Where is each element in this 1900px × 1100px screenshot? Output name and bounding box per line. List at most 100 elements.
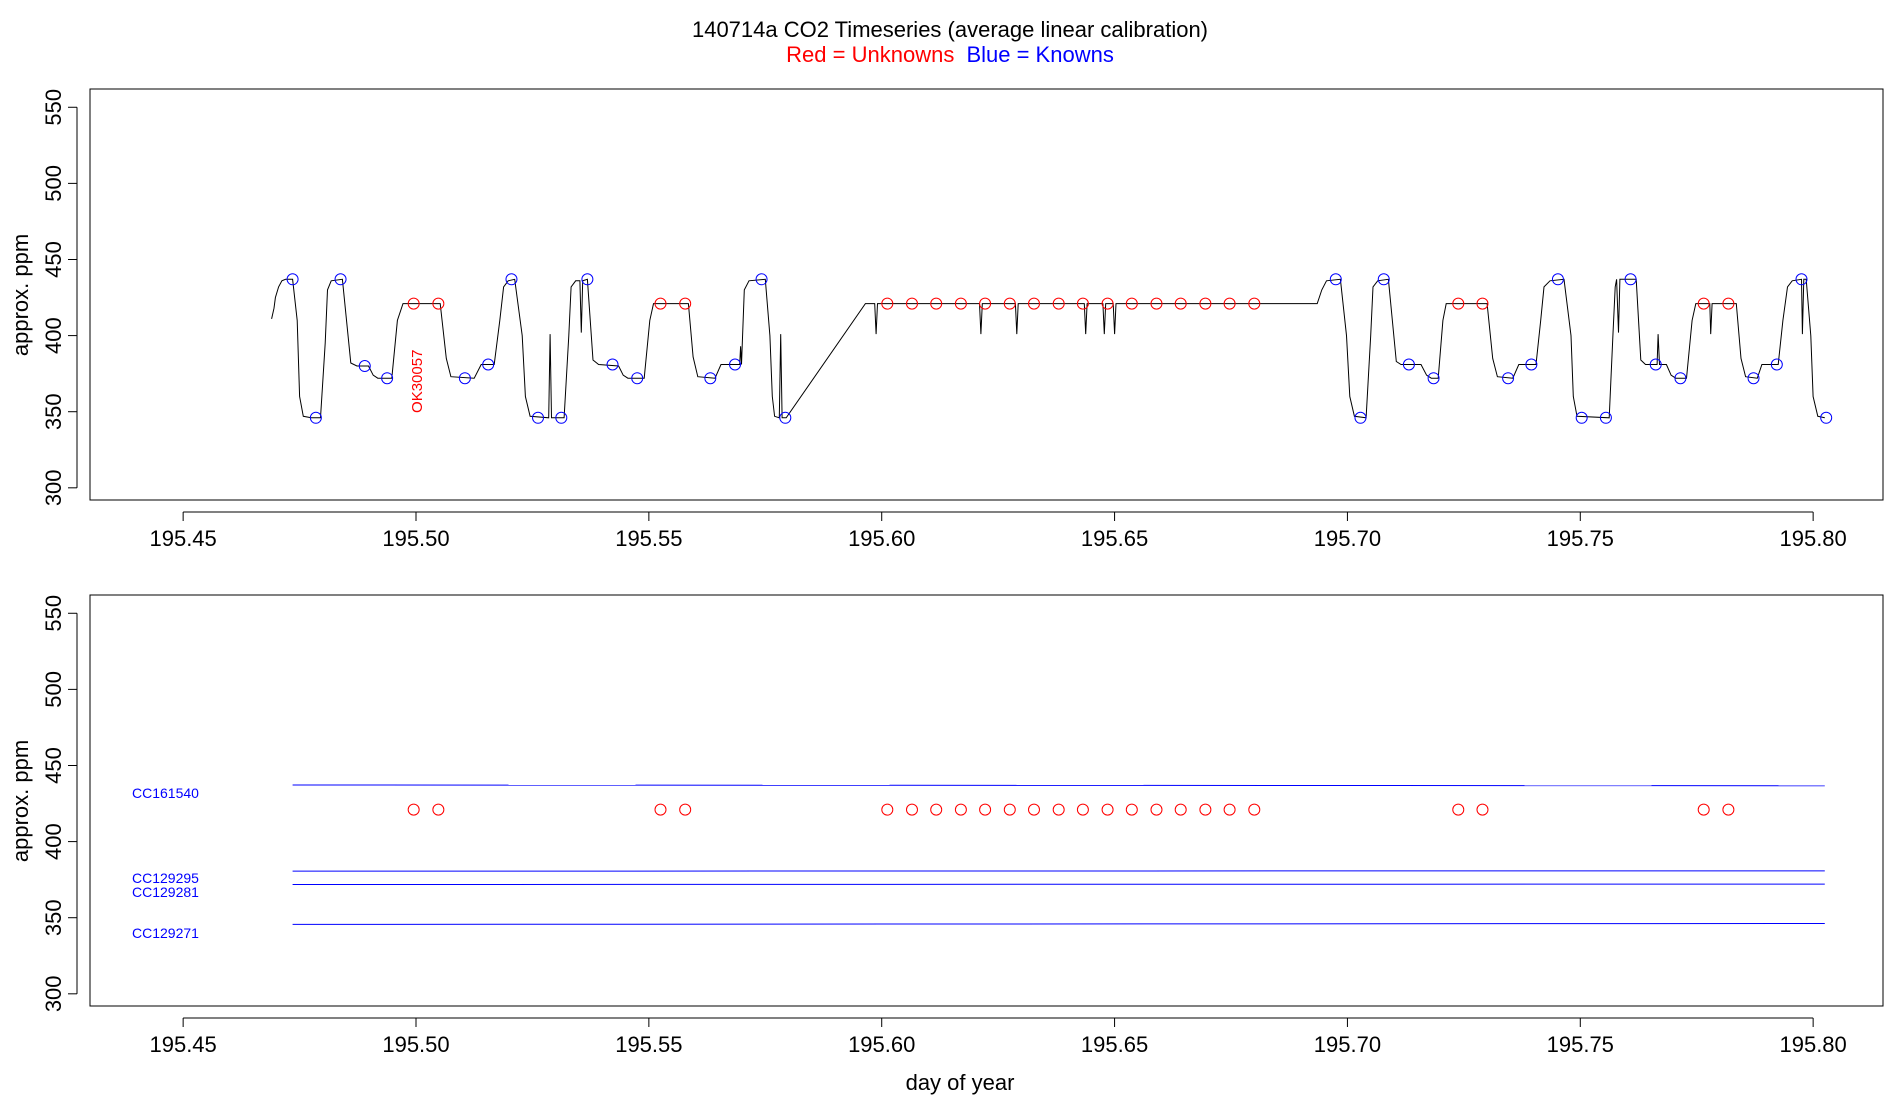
top-known-point <box>1354 411 1367 424</box>
bottom-axes: 195.45 195.50 195.55 195.60 195.65 195.70 195.… <box>41 595 1847 1057</box>
legend-knowns: Blue = Knowns <box>966 42 1113 67</box>
top-known-point <box>1649 358 1662 371</box>
top-known-point <box>1525 358 1538 371</box>
bottom-unknown-point <box>954 803 967 816</box>
top-known-point <box>1575 411 1588 424</box>
bottom-y-tick-label: 350 <box>41 899 66 936</box>
top-y-tick-label: 300 <box>41 469 66 506</box>
top-known-point <box>606 358 619 371</box>
top-known-point <box>1624 273 1637 286</box>
bottom-unknown-point <box>1476 803 1489 816</box>
top-unknown-point <box>1174 297 1187 310</box>
bottom-unknown-point <box>654 803 667 816</box>
bottom-marks <box>407 803 1735 816</box>
top-unknown-point <box>1248 297 1261 310</box>
bottom-x-tick-label: 195.80 <box>1779 1032 1846 1057</box>
top-x-tick-label: 195.80 <box>1779 526 1846 551</box>
top-y-tick-label: 450 <box>41 241 66 278</box>
top-known-point <box>1747 372 1760 385</box>
top-known-point <box>779 411 792 424</box>
top-known-point <box>1795 273 1808 286</box>
top-known-point <box>581 273 594 286</box>
top-y-tick-label: 500 <box>41 165 66 202</box>
bottom-x-tick-label: 195.55 <box>615 1032 682 1057</box>
top-x-tick-label: 195.75 <box>1547 526 1614 551</box>
bottom-unknown-point <box>1101 803 1114 816</box>
bottom-unknown-point <box>1452 803 1465 816</box>
bottom-x-tick-label: 195.75 <box>1547 1032 1614 1057</box>
top-unknown-point <box>1722 297 1735 310</box>
top-x-tick-label: 195.70 <box>1314 526 1381 551</box>
top-unknown-point <box>1223 297 1236 310</box>
top-unknown-point <box>1476 297 1489 310</box>
standard-line-cc129271 <box>292 922 1825 925</box>
top-unknown-point <box>1452 297 1465 310</box>
bottom-x-tick-label: 195.45 <box>149 1032 216 1057</box>
top-known-point <box>309 411 322 424</box>
top-known-point <box>555 411 568 424</box>
bottom-unknown-point <box>1223 803 1236 816</box>
bottom-unknown-point <box>1722 803 1735 816</box>
top-known-point <box>1329 273 1342 286</box>
top-trace <box>271 278 1825 419</box>
top-known-point <box>1502 372 1515 385</box>
top-known-point <box>1427 372 1440 385</box>
top-x-tick-label: 195.45 <box>149 526 216 551</box>
top-unknown-point <box>1697 297 1710 310</box>
bottom-unknown-point <box>432 803 445 816</box>
top-unknown-point <box>1028 297 1041 310</box>
top-unknown-point <box>407 297 420 310</box>
top-annotation-label: OK30057 <box>409 350 426 413</box>
legend-unknowns: Red = Unknowns <box>786 42 954 67</box>
standard-label-cc161540: CC161540 <box>132 785 199 801</box>
top-unknown-point <box>1125 297 1138 310</box>
bottom-unknown-point <box>1076 803 1089 816</box>
top-known-point <box>755 273 768 286</box>
bottom-y-tick-label: 400 <box>41 823 66 860</box>
top-unknown-point <box>1199 297 1212 310</box>
top-axes: 195.45 195.50 195.55 195.60 195.65 195.70 195.… <box>41 89 1847 551</box>
top-known-point <box>1770 358 1783 371</box>
bottom-y-tick-label: 550 <box>41 595 66 632</box>
top-x-tick-label: 195.50 <box>382 526 449 551</box>
top-unknown-point <box>954 297 967 310</box>
top-known-point <box>1599 411 1612 424</box>
bottom-unknown-point <box>1125 803 1138 816</box>
standard-line-cc161540 <box>292 784 1825 787</box>
figure-legend: Red = Unknowns Blue = Knowns <box>786 42 1114 67</box>
top-x-tick-label: 195.60 <box>848 526 915 551</box>
top-unknown-point <box>1150 297 1163 310</box>
top-known-point <box>1377 273 1390 286</box>
top-y-tick-label: 400 <box>41 317 66 354</box>
figure-title: 140714a CO2 Timeseries (average linear c… <box>692 17 1208 42</box>
bottom-unknown-point <box>407 803 420 816</box>
top-panel: 195.45 195.50 195.55 195.60 195.65 195.70 195.… <box>8 88 1884 551</box>
bottom-y-tick-label: 500 <box>41 671 66 708</box>
top-known-point <box>505 273 518 286</box>
top-known-point <box>1551 273 1564 286</box>
bottom-unknown-point <box>881 803 894 816</box>
top-known-point <box>482 358 495 371</box>
bottom-x-tick-label: 195.50 <box>382 1032 449 1057</box>
bottom-panel: 195.45 195.50 195.55 195.60 195.65 195.70 195.… <box>8 594 1884 1095</box>
top-unknown-point <box>1101 297 1114 310</box>
top-y-tick-label: 350 <box>41 393 66 430</box>
standard-label-cc129295: CC129295 <box>132 870 199 886</box>
top-known-point <box>729 358 742 371</box>
top-known-point <box>631 372 644 385</box>
top-known-point <box>704 372 717 385</box>
top-signal-trace <box>271 278 1825 419</box>
top-known-point <box>458 372 471 385</box>
bottom-y-tick-label: 450 <box>41 747 66 784</box>
bottom-y-tick-label: 300 <box>41 975 66 1012</box>
bottom-unknown-point <box>1052 803 1065 816</box>
top-known-point <box>358 360 371 373</box>
bottom-unknown-point <box>1150 803 1163 816</box>
top-unknown-point <box>432 297 445 310</box>
bottom-x-tick-label: 195.70 <box>1314 1032 1381 1057</box>
standard-label-cc129271: CC129271 <box>132 925 199 941</box>
top-unknown-point <box>679 297 692 310</box>
top-unknown-point <box>930 297 943 310</box>
